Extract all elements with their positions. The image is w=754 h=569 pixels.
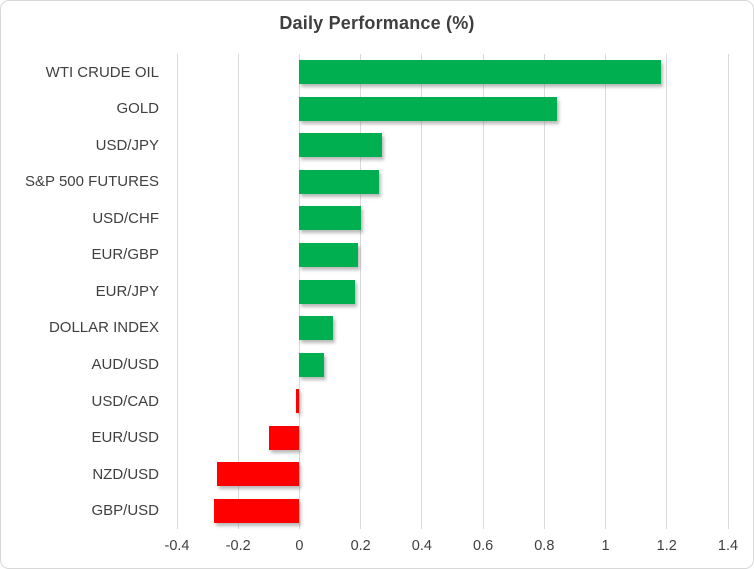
category-label: S&P 500 FUTURES [25,173,159,191]
bar-aud-usd [299,352,324,377]
category-label: AUD/USD [91,356,159,374]
gridline [727,54,729,529]
gridline [421,54,423,529]
x-tick-label: -0.2 [225,538,251,554]
bar-usd-cad [296,389,300,414]
category-label: GOLD [116,100,159,118]
bar-gbp-usd [213,498,300,523]
x-tick-label: 0.2 [350,538,371,554]
bar-gold [299,96,557,121]
bar-usd-chf [299,206,361,231]
category-label: EUR/GBP [91,246,159,264]
category-label: NZD/USD [92,465,159,483]
x-tick-label: 0.6 [473,538,494,554]
category-label: WTI CRUDE OIL [45,63,159,81]
category-label: EUR/JPY [95,282,159,300]
gridline [176,54,178,529]
gridline [360,54,362,529]
category-label: USD/CAD [91,392,159,410]
bar-wti-crude-oil [299,60,661,85]
gridline [543,54,545,529]
gridline [482,54,484,529]
category-label: GBP/USD [91,502,159,520]
category-label: USD/JPY [95,136,159,154]
bar-s-p-500-futures [299,169,380,194]
gridline [605,54,607,529]
category-label: USD/CHF [92,209,159,227]
x-tick-label: 0.4 [411,538,432,554]
gridline [666,54,668,529]
bar-usd-jpy [299,133,383,158]
x-axis: -0.4 -0.2 0 0.2 0.4 0.6 0.8 1 1.2 1.4 [165,538,739,560]
category-axis: WTI CRUDE OIL GOLD USD/JPY S&P 500 FUTURES U… [1,54,168,529]
x-tick-label: 1.2 [656,538,677,554]
bar-nzd-usd [216,462,300,487]
x-tick-label: 1 [601,538,610,554]
plot-area [176,54,729,529]
bar-dollar-index [299,316,334,341]
x-tick-label: -0.4 [164,538,190,554]
bar-eur-gbp [299,242,358,267]
chart-title: Daily Performance (%) [279,13,475,33]
gridline [237,54,239,529]
bar-eur-jpy [299,279,355,304]
x-tick-label: 1.4 [717,538,739,554]
x-tick-label: 0 [295,538,304,554]
bar-eur-usd [268,425,300,450]
category-label: DOLLAR INDEX [48,319,159,337]
category-label: EUR/USD [91,429,159,447]
x-tick-label: 0.8 [534,538,555,554]
